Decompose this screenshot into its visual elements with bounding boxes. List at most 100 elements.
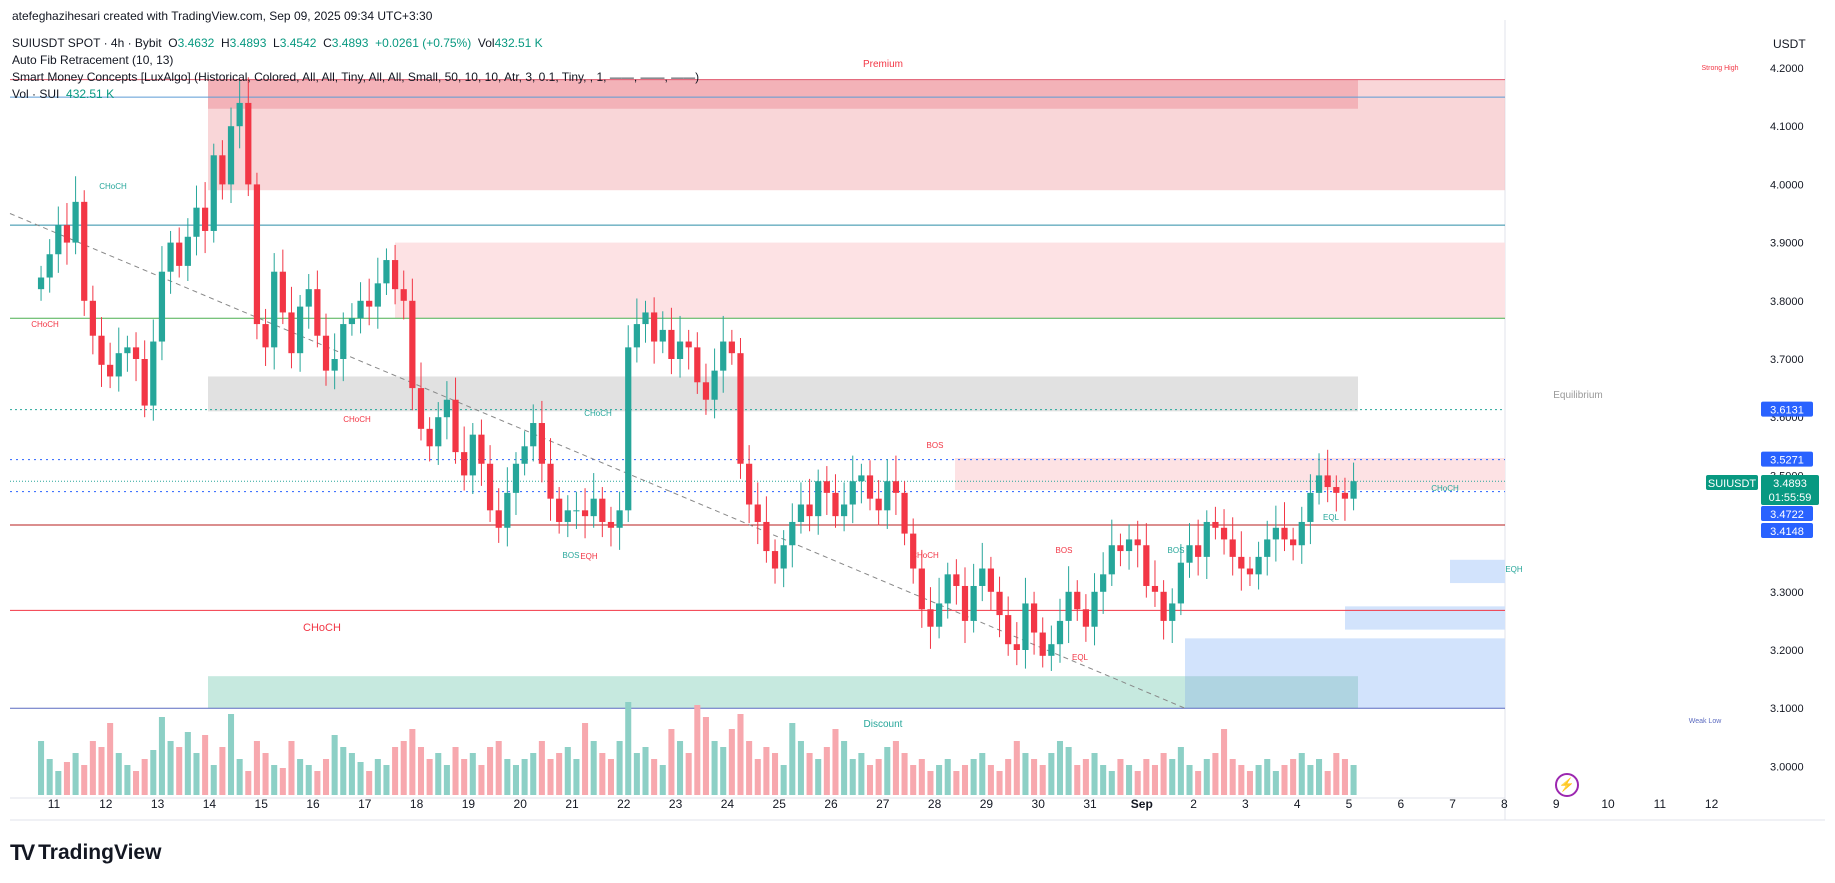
close-label: C bbox=[323, 36, 332, 50]
candle-body bbox=[944, 574, 951, 604]
volume-bar bbox=[1074, 765, 1081, 795]
candle-body bbox=[1229, 539, 1236, 557]
volume-bar bbox=[737, 714, 744, 795]
candle-body bbox=[607, 521, 615, 528]
candle-body bbox=[279, 271, 286, 313]
volume-bar bbox=[1186, 765, 1193, 795]
volume-bar bbox=[322, 759, 330, 795]
candle-body bbox=[124, 347, 131, 354]
candle-body bbox=[132, 347, 140, 359]
indicator-smc[interactable]: Smart Money Concepts [LuxAlgo] (Historic… bbox=[12, 70, 700, 84]
annotation-label: Equilibrium bbox=[1553, 390, 1602, 401]
annotation-label: CHoCH bbox=[31, 320, 59, 329]
x-tick-label: 11 bbox=[48, 797, 61, 811]
candle-body bbox=[564, 510, 571, 522]
volume-bar bbox=[1048, 753, 1055, 795]
x-tick-label: 15 bbox=[255, 797, 269, 811]
countdown-label: 01:55:59 bbox=[1769, 492, 1812, 504]
candle-body bbox=[884, 481, 891, 511]
volume-bar bbox=[659, 765, 666, 795]
x-tick-label: 5 bbox=[1346, 797, 1353, 811]
volume-indicator-name: Vol · SUI bbox=[12, 87, 60, 101]
candle-body bbox=[1255, 556, 1262, 575]
volume-bar bbox=[1169, 759, 1176, 795]
lightning-icon[interactable]: ⚡ bbox=[1555, 773, 1579, 797]
candle-body bbox=[1212, 521, 1219, 528]
change-value: +0.0261 (+0.75%) bbox=[375, 36, 472, 50]
candle-body bbox=[590, 498, 597, 517]
volume-bar bbox=[1100, 765, 1107, 795]
volume-bar bbox=[815, 759, 822, 795]
volume-bar bbox=[1022, 753, 1029, 795]
indicator-fib[interactable]: Auto Fib Retracement (10, 13) bbox=[12, 53, 174, 67]
candle-body bbox=[322, 335, 330, 371]
candle-body bbox=[400, 289, 407, 301]
price-label-3-6131-box bbox=[1761, 401, 1813, 417]
volume-bar bbox=[1324, 771, 1331, 795]
volume-bar bbox=[875, 759, 882, 795]
candle-body bbox=[262, 324, 269, 348]
y-tick-label: 3.1000 bbox=[1770, 703, 1804, 715]
candle-body bbox=[305, 289, 312, 307]
volume-bar bbox=[1117, 759, 1124, 795]
volume-bar bbox=[202, 735, 209, 795]
candle-body bbox=[1341, 492, 1349, 499]
annotation-label: EQH bbox=[1505, 565, 1523, 574]
volume-bar bbox=[1316, 759, 1323, 795]
candle-body bbox=[504, 492, 511, 528]
candle-body bbox=[296, 306, 304, 354]
candle-body bbox=[866, 475, 874, 499]
volume-bar bbox=[1298, 753, 1305, 795]
candle-body bbox=[711, 370, 718, 400]
volume-bar bbox=[668, 729, 675, 795]
volume-bar bbox=[38, 741, 45, 795]
volume-bar bbox=[279, 768, 286, 795]
volume-bar bbox=[98, 747, 105, 795]
volume-bar bbox=[1091, 753, 1098, 795]
volume-bar bbox=[305, 765, 312, 795]
candle-body bbox=[193, 207, 200, 237]
candle-body bbox=[746, 463, 753, 505]
annotation-label: EQH bbox=[580, 552, 598, 561]
volume-bar bbox=[961, 765, 969, 795]
symbol-label[interactable]: SUIUSDT SPOT · 4h · Bybit bbox=[12, 36, 162, 50]
volume-bar bbox=[400, 741, 407, 795]
x-tick-label: 11 bbox=[1654, 797, 1667, 811]
candle-body bbox=[452, 399, 459, 453]
volume-bar bbox=[512, 765, 520, 795]
candle-body bbox=[184, 236, 191, 266]
currency-label[interactable]: USDT bbox=[1773, 37, 1806, 51]
volume-bar bbox=[495, 741, 502, 795]
volume-bar bbox=[487, 747, 494, 795]
volume-bar bbox=[1013, 741, 1020, 795]
candle-body bbox=[435, 417, 442, 447]
candle-body bbox=[210, 155, 217, 231]
x-tick-label: 26 bbox=[824, 797, 838, 811]
volume-bar bbox=[374, 759, 381, 795]
candle-body bbox=[659, 329, 666, 342]
volume-bar bbox=[944, 759, 951, 795]
volume-bar bbox=[538, 741, 545, 795]
volume-bar bbox=[1039, 765, 1046, 795]
volume-bar bbox=[262, 753, 269, 795]
candle-body bbox=[461, 452, 468, 476]
candle-body bbox=[547, 463, 554, 499]
volume-bar bbox=[728, 729, 735, 795]
candle-body bbox=[918, 568, 925, 610]
last-price-label: 3.4893 bbox=[1773, 478, 1807, 490]
candle-body bbox=[987, 568, 995, 592]
volume-bar bbox=[452, 747, 459, 795]
candle-body bbox=[512, 463, 520, 493]
annotation-label: EQL bbox=[1323, 513, 1340, 522]
candle-body bbox=[202, 207, 209, 231]
candle-body bbox=[676, 341, 684, 359]
candle-body bbox=[81, 201, 88, 301]
annotation-label: Discount bbox=[864, 719, 903, 730]
candle-body bbox=[642, 312, 649, 325]
volume-bar bbox=[366, 771, 373, 795]
candle-body bbox=[1065, 591, 1072, 621]
indicator-volume[interactable]: Vol · SUI 432.51 K bbox=[12, 86, 114, 102]
volume-bar bbox=[1290, 759, 1297, 795]
candle-body bbox=[728, 341, 735, 354]
